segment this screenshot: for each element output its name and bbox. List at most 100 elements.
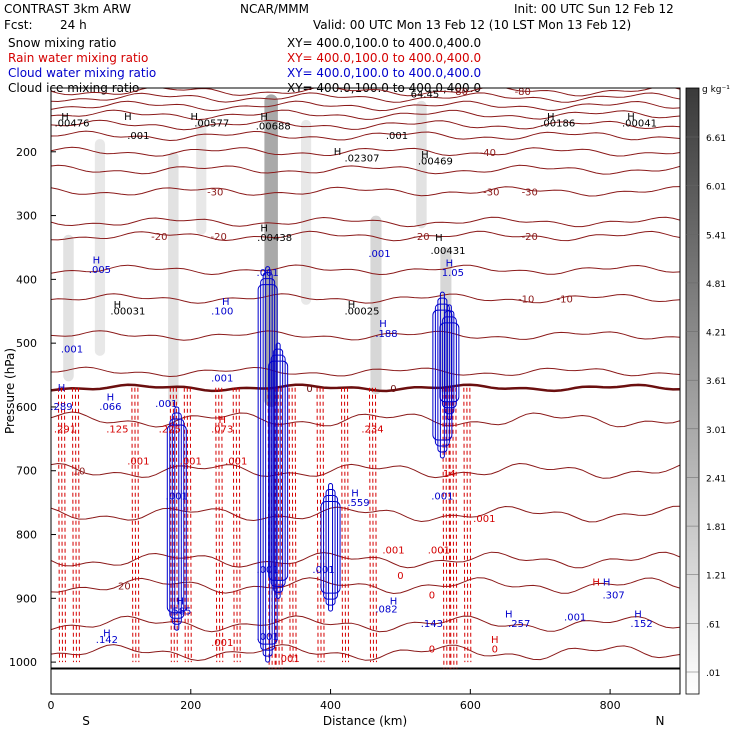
rain-contour bbox=[235, 387, 238, 663]
isotherm-label: -30 bbox=[207, 187, 223, 198]
rain-contour bbox=[134, 387, 137, 663]
contour-annotation: .225 bbox=[159, 424, 181, 435]
isotherm-line bbox=[51, 615, 680, 633]
contour-annotation: .001 bbox=[382, 546, 404, 557]
contour-annotation: H bbox=[627, 112, 635, 123]
rain-contour bbox=[442, 387, 445, 669]
contour-annotation: H bbox=[634, 609, 642, 620]
contour-annotation: .125 bbox=[106, 424, 128, 435]
rain-contour bbox=[449, 387, 452, 669]
x-axis-north-label: N bbox=[656, 714, 665, 728]
cloud-water-contour bbox=[166, 424, 187, 613]
contour-annotation: .001 bbox=[277, 654, 299, 665]
field-name-cloud-water: Cloud water mixing ratio bbox=[8, 66, 157, 80]
contour-annotation: .001 bbox=[428, 546, 450, 557]
contour-annotation: H bbox=[446, 259, 454, 270]
contour-annotation: .291 bbox=[54, 424, 76, 435]
cloud-water-contour bbox=[446, 304, 452, 421]
contour-annotation: .001 bbox=[127, 131, 149, 142]
contour-annotation: H bbox=[103, 629, 111, 640]
x-tick-label: 0 bbox=[48, 699, 55, 712]
colorbar-tick-label: 1.81 bbox=[706, 523, 726, 533]
model-label: CONTRAST 3km ARW bbox=[4, 2, 131, 16]
isotherm-label: -80 bbox=[515, 87, 531, 98]
isotherm-label: -10 bbox=[557, 295, 573, 306]
contour-annotation: H bbox=[334, 147, 342, 158]
cloud-water-contour bbox=[275, 342, 281, 599]
fcst-value: 24 h bbox=[60, 18, 87, 32]
rain-contour bbox=[463, 387, 466, 663]
init-label: Init: 00 UTC Sun 12 Feb 12 bbox=[514, 2, 674, 16]
cloud-water-contour bbox=[434, 303, 450, 447]
contour-annotation: .001 bbox=[368, 249, 390, 260]
contour-annotation: .00041 bbox=[622, 118, 657, 129]
field-xy-cloud-water: XY= 400.0,100.0 to 400.0,400.0 bbox=[287, 66, 482, 80]
isotherm-line bbox=[51, 577, 680, 595]
contour-annotation: .066 bbox=[99, 402, 121, 413]
contour-annotation: .001 bbox=[257, 565, 279, 576]
contour-annotation: .001 bbox=[155, 399, 177, 410]
contour-annotation: .188 bbox=[375, 329, 397, 340]
rain-contour bbox=[189, 387, 192, 663]
y-tick-label: 1000 bbox=[9, 656, 37, 669]
isotherm-line bbox=[51, 230, 680, 242]
rain-contour bbox=[322, 387, 325, 663]
isotherm-line bbox=[51, 216, 680, 228]
contour-annotation: H bbox=[107, 393, 115, 404]
contour-annotation: H bbox=[222, 297, 230, 308]
isotherm-label: -20 bbox=[211, 232, 227, 243]
cloud-water-contour bbox=[260, 278, 276, 651]
contour-annotation: .001 bbox=[166, 491, 188, 502]
rain-contour bbox=[455, 387, 458, 669]
isotherm-line bbox=[51, 264, 680, 276]
isotherm-line bbox=[51, 551, 680, 569]
contour-annotation: .005 bbox=[89, 265, 111, 276]
contour-annotation: H bbox=[379, 319, 387, 330]
contour-annotation: .082 bbox=[375, 604, 397, 615]
colorbar-tick-label: 3.61 bbox=[706, 377, 726, 387]
freezing-level-label: 0 bbox=[306, 384, 312, 395]
y-tick-label: 600 bbox=[16, 401, 37, 414]
rain-contour bbox=[277, 387, 280, 669]
colorbar-tick-label: 6.01 bbox=[706, 183, 726, 193]
field-xy-rain: XY= 400.0,100.0 to 400.0,400.0 bbox=[287, 51, 482, 65]
cloud-water-contour bbox=[328, 482, 334, 612]
rain-contour bbox=[319, 387, 322, 663]
cloud-water-contour bbox=[171, 412, 182, 625]
cloud-water-contour bbox=[270, 354, 286, 587]
contour-annotation: .00025 bbox=[345, 306, 380, 317]
contour-annotation: .001 bbox=[211, 638, 233, 649]
y-tick-label: 300 bbox=[16, 210, 37, 223]
colorbar-tick-label: 6.61 bbox=[706, 134, 726, 144]
rain-contour bbox=[316, 387, 319, 663]
contour-annotation: .00577 bbox=[194, 118, 229, 129]
cloud-water-contour bbox=[169, 418, 185, 619]
cloud-water-contour bbox=[268, 360, 289, 581]
cloud-water-contour bbox=[265, 266, 271, 663]
y-tick-label: 500 bbox=[16, 337, 37, 350]
contour-annotation: .00688 bbox=[256, 121, 291, 132]
rain-contour bbox=[137, 387, 140, 663]
field-name-rain: Rain water mixing ratio bbox=[8, 51, 149, 65]
rain-contour bbox=[63, 387, 66, 663]
cloud-water-contour bbox=[257, 284, 278, 645]
fcst-label: Fcst: bbox=[4, 18, 33, 32]
rain-contour bbox=[374, 387, 377, 663]
contour-annotation: 0 bbox=[429, 590, 435, 601]
contour-annotation: .02307 bbox=[345, 153, 380, 164]
cloud-water-contour bbox=[323, 494, 339, 600]
isotherm-line bbox=[51, 100, 680, 112]
contour-annotation: .559 bbox=[347, 498, 369, 509]
y-axis-label: Pressure (hPa) bbox=[3, 348, 17, 434]
rain-contour bbox=[232, 387, 235, 663]
y-tick-label: 700 bbox=[16, 465, 37, 478]
rain-contour bbox=[341, 387, 344, 663]
isotherm-line bbox=[51, 505, 680, 523]
rain-contour bbox=[469, 387, 472, 663]
rain-contour bbox=[172, 387, 175, 663]
cloud-water-contour bbox=[325, 488, 336, 606]
contour-annotation: .00469 bbox=[418, 157, 453, 168]
freezing-level-line bbox=[51, 383, 680, 393]
